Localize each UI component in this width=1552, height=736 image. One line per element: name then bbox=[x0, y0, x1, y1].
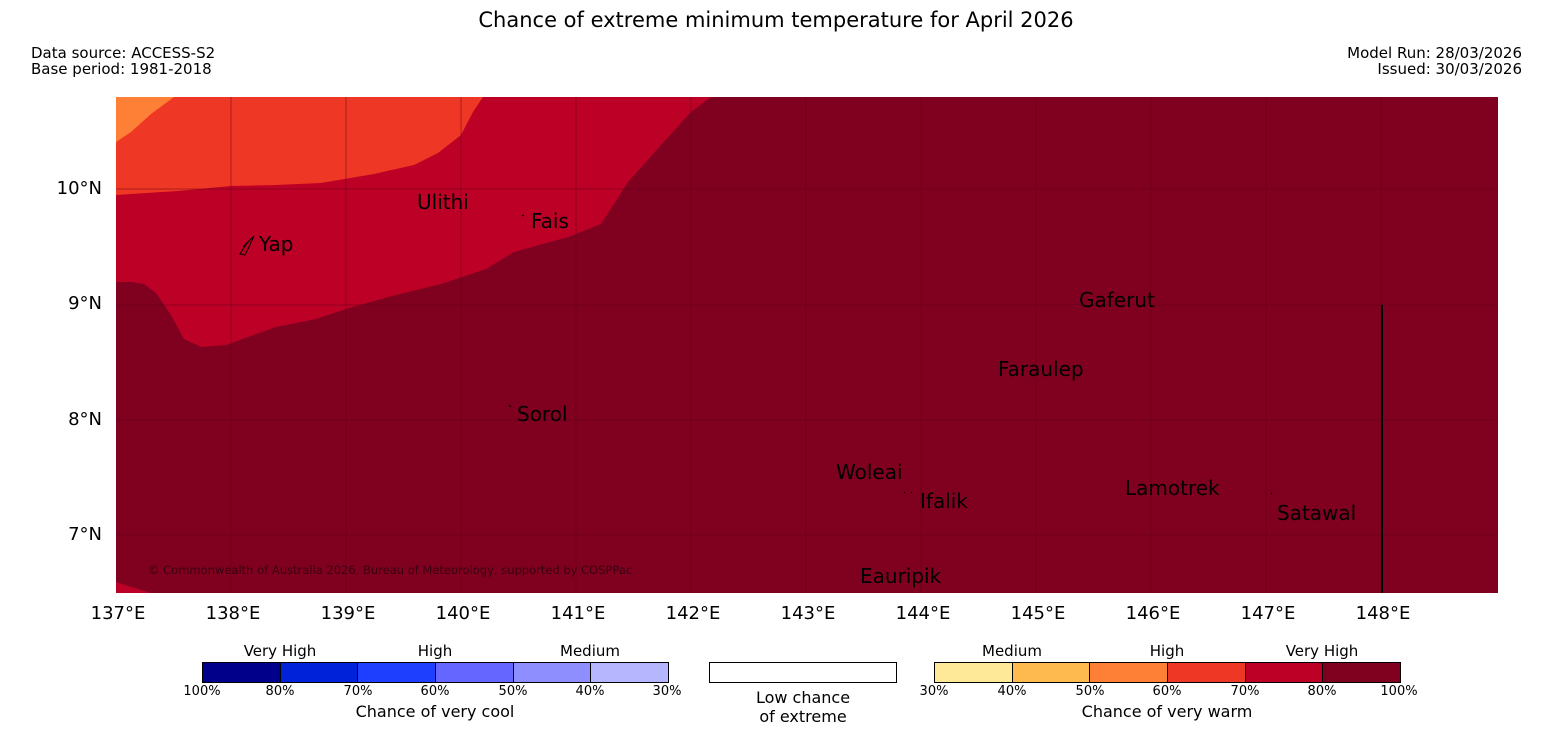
place-woleai: Woleai bbox=[836, 460, 903, 484]
warm-tick: 100% bbox=[1380, 684, 1418, 699]
neutral-caption: Low chance of extreme bbox=[756, 688, 850, 726]
place-sorol: Sorol bbox=[517, 402, 568, 426]
warm-swatch bbox=[1168, 663, 1246, 682]
cool-tick: 50% bbox=[498, 684, 528, 699]
place-eauripik: Eauripik bbox=[860, 564, 942, 588]
cool-heading-high: High bbox=[417, 642, 453, 660]
neutral-caption-line1: Low chance bbox=[755, 688, 851, 707]
warm-tick: 70% bbox=[1230, 684, 1260, 699]
map-canvas bbox=[116, 97, 1498, 593]
run-info: Model Run: 28/03/2026 Issued: 30/03/2026 bbox=[1347, 45, 1522, 77]
cool-swatch bbox=[280, 663, 359, 682]
region-60-70 bbox=[116, 97, 483, 195]
cool-tick: 70% bbox=[343, 684, 373, 699]
place-lamotrek: Lamotrek bbox=[1125, 476, 1220, 500]
place-gaferut: Gaferut bbox=[1079, 288, 1155, 312]
cool-heading-medium: Medium bbox=[560, 642, 620, 660]
cool-heading-very-high: Very High bbox=[243, 642, 317, 660]
cool-tick: 40% bbox=[575, 684, 605, 699]
cool-tick: 60% bbox=[420, 684, 450, 699]
region-corner bbox=[116, 582, 151, 593]
issued-date: Issued: 30/03/2026 bbox=[1377, 60, 1522, 78]
warm-swatch bbox=[1323, 663, 1401, 682]
region-50-60 bbox=[116, 97, 174, 142]
warm-swatch bbox=[1012, 663, 1091, 682]
lat-label-7n: 7°N bbox=[68, 524, 102, 545]
map-area[interactable]: Ulithi Fais Yap Gaferut Faraulep Sorol W… bbox=[116, 97, 1498, 593]
warm-caption: Chance of very warm bbox=[1081, 702, 1253, 721]
place-faraulep: Faraulep bbox=[998, 357, 1084, 381]
cool-tick: 100% bbox=[183, 684, 221, 699]
warm-tick: 30% bbox=[919, 684, 949, 699]
warm-swatch bbox=[935, 663, 1013, 682]
lon-label-140e: 140°E bbox=[435, 603, 491, 624]
base-period: Base period: 1981-2018 bbox=[31, 60, 212, 78]
cool-swatch bbox=[436, 663, 514, 682]
lon-label-137e: 137°E bbox=[90, 603, 146, 624]
warm-heading-very-high: Very High bbox=[1285, 642, 1359, 660]
lon-label-143e: 143°E bbox=[780, 603, 836, 624]
place-satawal: Satawal bbox=[1277, 501, 1357, 525]
cool-colorbar bbox=[202, 662, 669, 683]
cool-tick: 30% bbox=[652, 684, 682, 699]
lon-label-148e: 148°E bbox=[1355, 603, 1411, 624]
warm-heading-medium: Medium bbox=[982, 642, 1042, 660]
warm-tick: 80% bbox=[1307, 684, 1337, 699]
cool-tick: 80% bbox=[265, 684, 295, 699]
lon-label-142e: 142°E bbox=[665, 603, 721, 624]
lat-label-10n: 10°N bbox=[56, 178, 102, 199]
lat-label-8n: 8°N bbox=[68, 409, 102, 430]
model-run: Model Run: 28/03/2026 bbox=[1347, 44, 1522, 62]
place-ulithi: Ulithi bbox=[417, 190, 469, 214]
warm-swatch bbox=[1090, 663, 1169, 682]
lon-label-147e: 147°E bbox=[1240, 603, 1296, 624]
cool-swatch bbox=[358, 663, 437, 682]
map-title: Chance of extreme minimum temperature fo… bbox=[478, 8, 1074, 32]
lat-label-9n: 9°N bbox=[68, 293, 102, 314]
warm-tick: 60% bbox=[1152, 684, 1182, 699]
data-info: Data source: ACCESS-S2 Base period: 1981… bbox=[31, 45, 215, 77]
cool-swatch bbox=[591, 663, 669, 682]
data-source: Data source: ACCESS-S2 bbox=[31, 44, 216, 62]
warm-tick: 50% bbox=[1075, 684, 1105, 699]
warm-colorbar bbox=[934, 662, 1401, 683]
place-yap: Yap bbox=[259, 232, 294, 256]
lon-label-144e: 144°E bbox=[895, 603, 951, 624]
place-ifalik: Ifalik bbox=[920, 489, 968, 513]
lon-label-138e: 138°E bbox=[205, 603, 261, 624]
copyright-notice: © Commonwealth of Australia 2026, Bureau… bbox=[148, 563, 633, 577]
lon-label-145e: 145°E bbox=[1010, 603, 1066, 624]
neutral-caption-line2: of extreme bbox=[759, 707, 847, 726]
warm-tick: 40% bbox=[997, 684, 1027, 699]
cool-swatch bbox=[513, 663, 592, 682]
lon-label-146e: 146°E bbox=[1125, 603, 1181, 624]
neutral-box bbox=[709, 662, 897, 683]
warm-swatch bbox=[1245, 663, 1324, 682]
place-fais: Fais bbox=[531, 209, 569, 233]
cool-caption: Chance of very cool bbox=[355, 702, 515, 721]
island-outlines bbox=[239, 214, 1273, 495]
cool-swatch bbox=[203, 663, 281, 682]
lon-label-139e: 139°E bbox=[320, 603, 376, 624]
lon-label-141e: 141°E bbox=[550, 603, 606, 624]
warm-heading-high: High bbox=[1149, 642, 1185, 660]
